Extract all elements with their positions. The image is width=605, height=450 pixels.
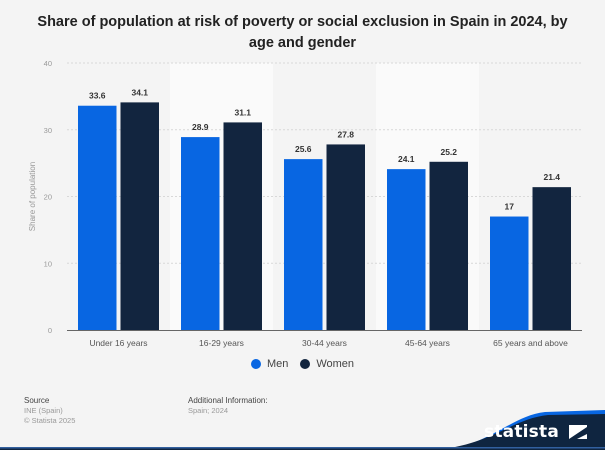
- x-tick-label: 65 years and above: [493, 338, 568, 348]
- additional-info-block: Additional Information: Spain; 2024: [188, 396, 268, 416]
- data-label: 33.6: [89, 91, 106, 101]
- bar-men: [490, 216, 529, 330]
- x-tick-label: 30-44 years: [302, 338, 347, 348]
- bar-men: [387, 169, 426, 330]
- source-block: Source INE (Spain) © Statista 2025: [24, 396, 75, 426]
- bar-men: [181, 137, 220, 330]
- y-tick-label: 20: [44, 193, 52, 202]
- source-heading: Source: [24, 396, 50, 405]
- data-label: 27.8: [337, 129, 354, 139]
- data-label: 17: [505, 202, 515, 212]
- legend: Men Women: [0, 358, 605, 370]
- y-tick-label: 10: [44, 259, 52, 268]
- x-tick-label: Under 16 years: [89, 338, 147, 348]
- bar-women: [429, 161, 468, 330]
- additional-info-line: Spain; 2024: [188, 406, 229, 415]
- statista-logo-icon: [569, 425, 587, 439]
- legend-label-women: Women: [316, 358, 355, 370]
- legend-marker-women: [300, 359, 311, 369]
- data-label: 28.9: [192, 122, 209, 132]
- x-tick-label: 45-64 years: [405, 338, 450, 348]
- legend-item-women[interactable]: Women: [300, 358, 354, 370]
- brand-banner: [0, 410, 605, 450]
- x-tick-label: 16-29 years: [199, 338, 244, 348]
- y-tick-label: 40: [44, 59, 52, 68]
- bar-men: [284, 159, 323, 330]
- bar-women: [532, 187, 571, 330]
- bar-women: [326, 144, 365, 330]
- data-label: 21.4: [543, 172, 560, 182]
- bar-women: [120, 102, 159, 330]
- bar-men: [78, 105, 117, 330]
- chart-title: Share of population at risk of poverty o…: [37, 14, 568, 51]
- legend-marker-men: [250, 359, 261, 369]
- copyright-line: © Statista 2025: [24, 416, 76, 425]
- y-tick-label: 0: [48, 326, 52, 335]
- legend-item-men[interactable]: Men: [250, 358, 289, 370]
- statista-logo-text[interactable]: statista: [484, 422, 559, 442]
- y-axis-label: Share of population: [28, 162, 37, 231]
- source-line[interactable]: INE (Spain): [24, 406, 63, 415]
- data-label: 24.1: [398, 154, 415, 164]
- data-label: 25.6: [295, 144, 312, 154]
- bar-women: [223, 122, 262, 330]
- y-tick-label: 30: [44, 126, 52, 135]
- legend-label-men: Men: [266, 358, 289, 370]
- data-label: 25.2: [440, 147, 457, 157]
- data-label: 34.1: [131, 87, 148, 97]
- data-label: 31.1: [234, 107, 251, 117]
- additional-info-heading: Additional Information:: [188, 396, 268, 405]
